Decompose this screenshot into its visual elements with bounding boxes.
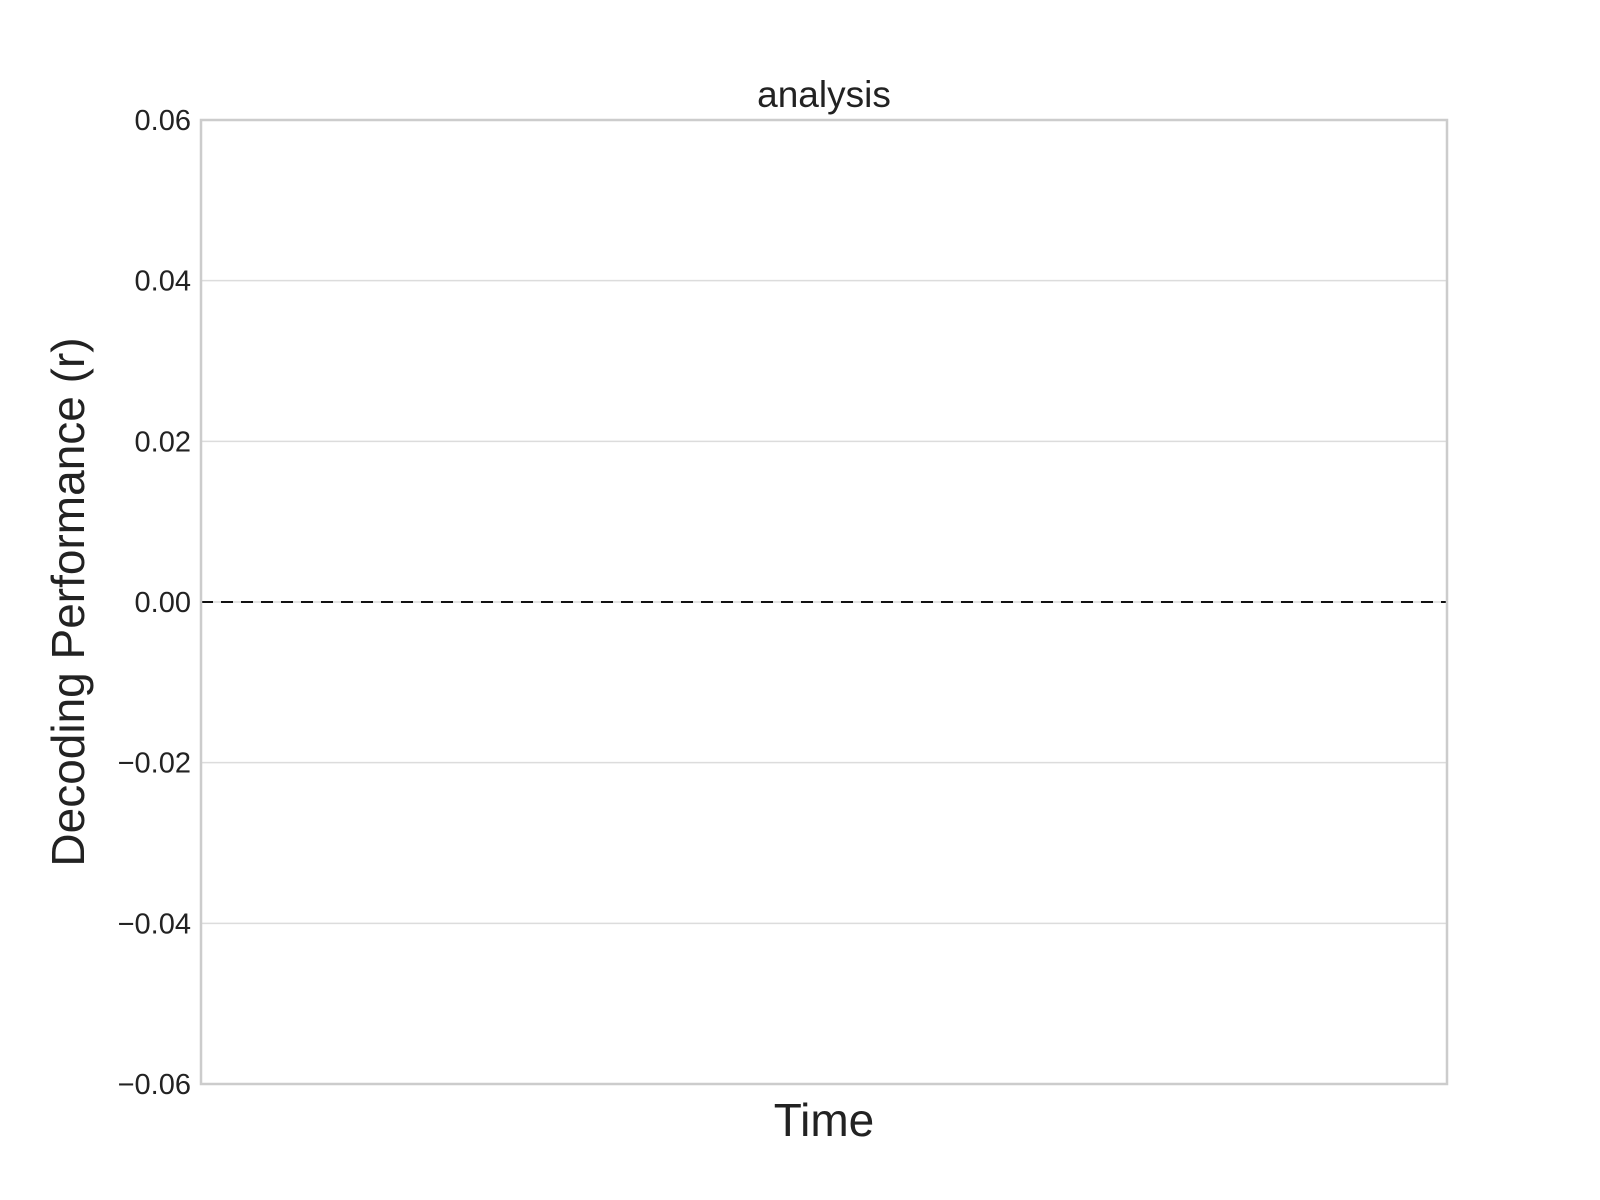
y-tick-label: 0.02 <box>135 426 191 458</box>
x-axis-label: Time <box>774 1094 875 1146</box>
y-tick-label: −0.02 <box>118 748 191 780</box>
plot-frame <box>199 118 1449 1086</box>
y-axis-label: Decoding Performance (r) <box>42 337 94 866</box>
chart-title: analysis <box>757 74 891 115</box>
y-tick-label: 0.00 <box>135 587 191 619</box>
y-tick-label: 0.04 <box>135 266 191 298</box>
y-tick-label: −0.06 <box>118 1069 191 1101</box>
y-tick-label: 0.06 <box>135 105 191 137</box>
y-tick-labels: −0.06 −0.04 −0.02 0.00 0.02 0.04 0.06 <box>118 105 191 1101</box>
y-tick-label: −0.04 <box>118 908 191 940</box>
